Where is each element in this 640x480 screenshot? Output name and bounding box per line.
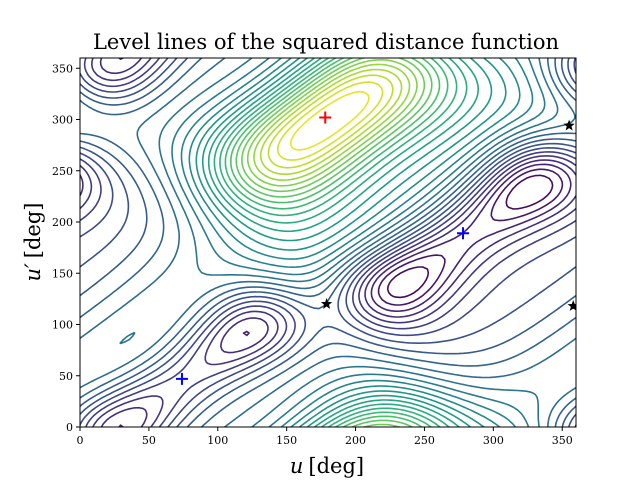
maximum-marker: [319, 111, 332, 124]
contour-level-line: [235, 58, 433, 427]
contour-level-line: [276, 81, 384, 161]
contour-level-line: [219, 58, 458, 427]
contour-level-line: [119, 58, 559, 427]
y-axis-ticks: 0 50 100 150 200 250 300 350: [52, 62, 80, 434]
contour-level-line: [80, 58, 576, 427]
contour-level-line: [80, 58, 576, 427]
y-tick-label: 200: [52, 216, 73, 229]
contour-level-line: [201, 58, 493, 427]
x-axis-label: u [deg]: [290, 454, 364, 478]
y-axis-variable: u′: [21, 263, 45, 282]
y-tick-label: 350: [52, 62, 73, 75]
y-tick-label: 150: [52, 267, 73, 280]
contour-level-line: [207, 58, 479, 427]
contour-level-line: [386, 174, 554, 299]
chart-title: Level lines of the squared distance func…: [93, 30, 559, 54]
x-tick-label: 200: [345, 434, 366, 447]
y-tick-label: 0: [66, 421, 73, 434]
x-axis-unit: [deg]: [308, 454, 364, 478]
contour-level-line: [259, 68, 403, 175]
x-tick-label: 150: [276, 434, 297, 447]
minimum-marker: [175, 372, 188, 385]
contour-level-line: [80, 58, 576, 427]
y-tick-label: 100: [52, 319, 73, 332]
contour-level-line: [267, 74, 394, 169]
contour-level-line: [195, 58, 507, 427]
contour-level-line: [253, 63, 411, 181]
minimum-marker: [457, 227, 470, 240]
x-tick-label: 100: [207, 434, 228, 447]
x-axis-ticks: 0 50 100 150 200 250 300 350: [77, 427, 573, 447]
x-axis-variable: u: [290, 454, 304, 478]
contour-level-line: [180, 58, 534, 427]
x-tick-label: 50: [142, 434, 156, 447]
x-tick-label: 300: [483, 434, 504, 447]
y-axis-unit: [deg]: [21, 203, 45, 259]
saddle-marker: [563, 119, 575, 131]
x-tick-label: 250: [414, 434, 435, 447]
contour-lines: [80, 58, 576, 427]
contour-level-line: [80, 58, 576, 427]
contour-level-line: [118, 58, 572, 427]
x-tick-label: 0: [77, 434, 84, 447]
saddle-marker: [320, 298, 333, 309]
y-tick-label: 50: [59, 370, 73, 383]
y-tick-label: 250: [52, 165, 73, 178]
x-tick-label: 350: [552, 434, 573, 447]
critical-point-markers: [175, 111, 576, 385]
y-axis-label: u′ [deg]: [21, 203, 45, 282]
y-tick-label: 300: [52, 114, 73, 127]
contour-level-line: [213, 58, 468, 427]
contour-level-line: [230, 58, 441, 427]
plot-frame: [79, 57, 577, 428]
contour-level-line: [377, 168, 564, 306]
contour-level-line: [246, 59, 418, 187]
contour-level-line: [171, 58, 546, 427]
saddle-marker: [567, 300, 576, 311]
contour-level-line: [80, 58, 576, 427]
contour-level-line: [290, 90, 370, 151]
